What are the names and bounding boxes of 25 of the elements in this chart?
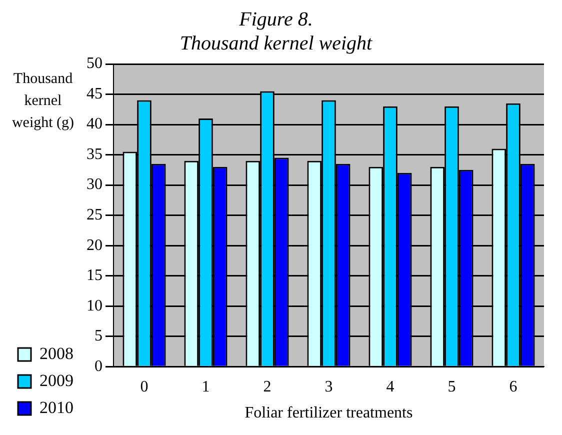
y-tick-label: 15 [86,267,102,284]
x-tick-label: 1 [202,378,210,396]
y-tick-label: 25 [86,206,102,224]
x-axis-title: Foliar fertilizer treatments [244,404,413,422]
x-tick-label: 3 [324,378,333,396]
x-tick-label: 6 [509,378,518,396]
chart-title: Figure 8. [238,8,313,30]
y-tick-label: 45 [86,85,102,102]
y-axis-title: Thousand kernel weight (g) [10,70,76,133]
legend-label: 2009 [40,370,74,390]
y-tick-label: 30 [86,176,102,194]
y-tick-label: 35 [86,146,102,163]
y-tick-label: 20 [86,236,102,254]
y-tick-label: 10 [86,297,102,314]
x-tick-label: 2 [263,378,272,396]
y-tick-label: 0 [94,358,102,375]
x-tick-label: 4 [386,378,394,396]
y-tick-label: 40 [86,116,102,133]
x-tick-label: 5 [448,378,456,396]
legend-label: 2008 [40,344,74,363]
legend-label: 2010 [40,398,74,417]
chart-subtitle: Thousand kernel weight [180,32,373,54]
x-tick-label: 0 [140,378,148,396]
y-tick-label: 50 [86,55,102,72]
y-tick-label: 5 [94,328,102,345]
